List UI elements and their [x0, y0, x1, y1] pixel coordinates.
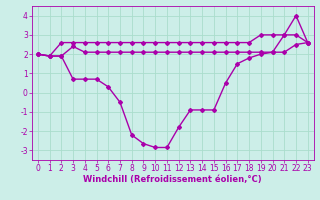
X-axis label: Windchill (Refroidissement éolien,°C): Windchill (Refroidissement éolien,°C): [84, 175, 262, 184]
